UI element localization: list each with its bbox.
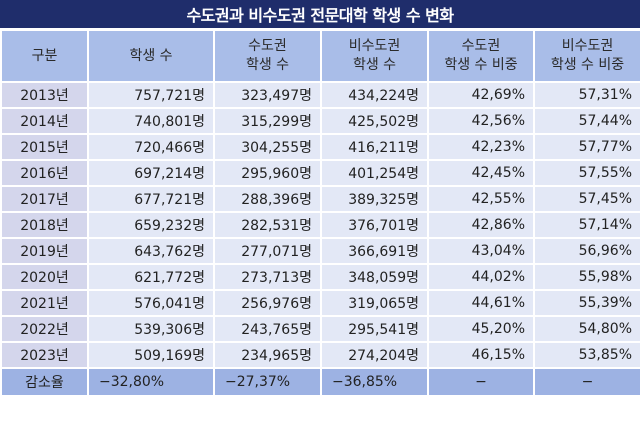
- table-row: 2015년 720,466명 304,255명 416,211명 42,23% 57,77…: [0, 133, 640, 161]
- table-row: 2013년 757,721명 323,497명 434,224명 42,69% 57,31…: [0, 81, 640, 109]
- row-noncapital-share: 54,80%: [533, 315, 640, 343]
- row-total: 697,214명: [87, 159, 215, 187]
- row-capital: 323,497명: [213, 81, 322, 109]
- row-capital-share: 46,15%: [427, 341, 535, 369]
- row-capital: 256,976명: [213, 289, 322, 317]
- row-capital-share: 42,45%: [427, 159, 535, 187]
- row-noncapital: 319,065명: [320, 289, 429, 317]
- table-row: 2018년 659,232명 282,531명 376,701명 42,86% 57,14…: [0, 211, 640, 239]
- row-year: 2014년: [0, 107, 89, 135]
- row-noncapital: 389,325명: [320, 185, 429, 213]
- row-noncapital-share: 57,14%: [533, 211, 640, 239]
- row-year: 2015년: [0, 133, 89, 161]
- row-capital: 243,765명: [213, 315, 322, 343]
- header-total-students: 학생 수: [87, 29, 215, 83]
- row-noncapital-share: 57,31%: [533, 81, 640, 109]
- decrease-rate-row: 감소율 −32,80% −27,37% −36,85% − −: [0, 367, 640, 397]
- student-count-table: 구분 학생 수 수도권 학생 수 비수도권 학생 수 수도권 학생 수 비중 비…: [0, 29, 640, 397]
- row-total: 621,772명: [87, 263, 215, 291]
- row-noncapital: 401,254명: [320, 159, 429, 187]
- row-year: 2023년: [0, 341, 89, 369]
- row-noncapital-share: 57,44%: [533, 107, 640, 135]
- header-noncapital-students: 비수도권 학생 수: [320, 29, 429, 83]
- row-noncapital-share: 56,96%: [533, 237, 640, 265]
- row-total: 539,306명: [87, 315, 215, 343]
- footer-noncapital-share: −: [533, 367, 640, 397]
- row-noncapital: 366,691명: [320, 237, 429, 265]
- row-noncapital-share: 55,39%: [533, 289, 640, 317]
- row-noncapital: 348,059명: [320, 263, 429, 291]
- table-row: 2023년 509,169명 234,965명 274,204명 46,15% 53,85…: [0, 341, 640, 369]
- row-noncapital-share: 57,77%: [533, 133, 640, 161]
- row-noncapital-share: 57,55%: [533, 159, 640, 187]
- row-capital: 282,531명: [213, 211, 322, 239]
- table-row: 2019년 643,762명 277,071명 366,691명 43,04% 56,96…: [0, 237, 640, 265]
- row-noncapital: 425,502명: [320, 107, 429, 135]
- row-capital: 234,965명: [213, 341, 322, 369]
- row-total: 643,762명: [87, 237, 215, 265]
- row-year: 2022년: [0, 315, 89, 343]
- row-year: 2021년: [0, 289, 89, 317]
- row-noncapital: 434,224명: [320, 81, 429, 109]
- row-year: 2019년: [0, 237, 89, 265]
- table-row: 2016년 697,214명 295,960명 401,254명 42,45% 57,55…: [0, 159, 640, 187]
- table-row: 2017년 677,721명 288,396명 389,325명 42,55% 57,45…: [0, 185, 640, 213]
- row-total: 740,801명: [87, 107, 215, 135]
- row-noncapital-share: 57,45%: [533, 185, 640, 213]
- row-capital-share: 42,23%: [427, 133, 535, 161]
- header-category: 구분: [0, 29, 89, 83]
- row-capital-share: 44,02%: [427, 263, 535, 291]
- row-total: 757,721명: [87, 81, 215, 109]
- header-noncapital-share: 비수도권 학생 수 비중: [533, 29, 640, 83]
- row-year: 2017년: [0, 185, 89, 213]
- row-capital-share: 44,61%: [427, 289, 535, 317]
- row-year: 2020년: [0, 263, 89, 291]
- row-noncapital: 274,204명: [320, 341, 429, 369]
- row-capital-share: 43,04%: [427, 237, 535, 265]
- row-total: 659,232명: [87, 211, 215, 239]
- row-capital-share: 42,55%: [427, 185, 535, 213]
- table-row: 2014년 740,801명 315,299명 425,502명 42,56% 57,44…: [0, 107, 640, 135]
- footer-label: 감소율: [0, 367, 89, 397]
- row-capital: 273,713명: [213, 263, 322, 291]
- table-title: 수도권과 비수도권 전문대학 학생 수 변화: [0, 0, 640, 28]
- table-row: 2020년 621,772명 273,713명 348,059명 44,02% 55,98…: [0, 263, 640, 291]
- row-capital-share: 42,86%: [427, 211, 535, 239]
- row-capital: 295,960명: [213, 159, 322, 187]
- row-year: 2016년: [0, 159, 89, 187]
- table-row: 2022년 539,306명 243,765명 295,541명 45,20% 54,80…: [0, 315, 640, 343]
- row-capital: 304,255명: [213, 133, 322, 161]
- header-capital-share: 수도권 학생 수 비중: [427, 29, 535, 83]
- row-capital-share: 42,56%: [427, 107, 535, 135]
- row-year: 2018년: [0, 211, 89, 239]
- row-capital: 288,396명: [213, 185, 322, 213]
- header-row: 구분 학생 수 수도권 학생 수 비수도권 학생 수 수도권 학생 수 비중 비…: [0, 29, 640, 83]
- row-total: 576,041명: [87, 289, 215, 317]
- row-year: 2013년: [0, 81, 89, 109]
- row-total: 720,466명: [87, 133, 215, 161]
- row-total: 677,721명: [87, 185, 215, 213]
- row-total: 509,169명: [87, 341, 215, 369]
- row-noncapital-share: 53,85%: [533, 341, 640, 369]
- row-capital-share: 42,69%: [427, 81, 535, 109]
- table-row: 2021년 576,041명 256,976명 319,065명 44,61% 55,39…: [0, 289, 640, 317]
- footer-capital-share: −: [427, 367, 535, 397]
- row-capital: 277,071명: [213, 237, 322, 265]
- header-capital-students: 수도권 학생 수: [213, 29, 322, 83]
- row-capital-share: 45,20%: [427, 315, 535, 343]
- footer-total: −32,80%: [87, 367, 215, 397]
- row-noncapital: 416,211명: [320, 133, 429, 161]
- footer-capital: −27,37%: [213, 367, 322, 397]
- footer-noncapital: −36,85%: [320, 367, 429, 397]
- row-noncapital: 376,701명: [320, 211, 429, 239]
- row-noncapital-share: 55,98%: [533, 263, 640, 291]
- row-noncapital: 295,541명: [320, 315, 429, 343]
- row-capital: 315,299명: [213, 107, 322, 135]
